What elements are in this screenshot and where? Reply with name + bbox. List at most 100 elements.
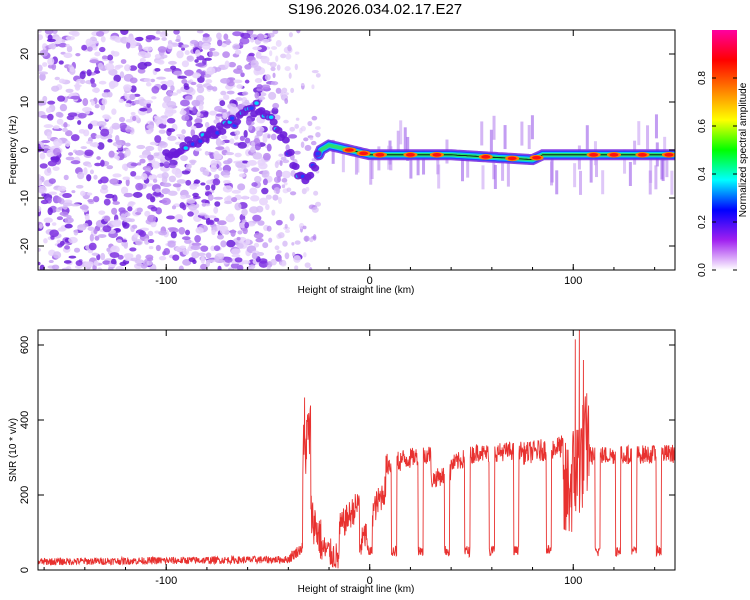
noise-blob [219,100,226,107]
noise-blob [97,234,107,239]
noise-blob [74,84,81,91]
snr-series-line [38,330,675,569]
noise-blob [194,59,199,63]
noise-blob [240,32,251,39]
noise-blob [146,193,153,200]
y-tick-label: -20 [19,238,31,254]
noise-blob [163,96,172,103]
noise-blob [96,30,105,37]
noise-blob [265,194,272,200]
ridge-blob [279,131,288,139]
noise-blob [295,117,300,121]
noise-blob [173,70,183,76]
noise-blob [240,72,245,78]
noise-blob [166,101,177,108]
noise-blob [234,257,243,263]
noise-blob [245,117,252,126]
streak [601,170,605,195]
noise-blob [185,163,192,169]
noise-blob [268,237,273,243]
noise-blob [284,66,291,72]
hot-spot-core [589,153,599,157]
noise-blob [168,159,178,166]
noise-blob [216,32,222,40]
noise-blob [252,214,262,222]
streak [506,162,510,187]
streak [665,153,669,178]
noise-blob [218,225,229,232]
noise-blob [296,30,301,34]
noise-blob [264,74,271,81]
noise-blob [215,146,225,151]
noise-blob [244,79,250,84]
noise-blob [64,217,74,224]
noise-blob [277,176,282,183]
noise-blob [154,135,162,143]
noise-blob [53,138,63,147]
noise-blob [177,75,187,79]
snr-xlabel: Height of straight line (km) [298,584,415,595]
noise-blob [38,30,42,33]
noise-blob [203,74,212,78]
noise-blob [235,97,243,101]
noise-blob [294,265,299,270]
streak [654,165,658,190]
noise-blob [77,120,82,125]
noise-blob [275,55,279,62]
noise-blob [134,175,142,180]
hot-spot-core [664,153,674,157]
noise-blob [116,239,123,243]
noise-blob [175,38,181,42]
noise-blob [239,222,246,229]
y-tick-label: 0 [19,567,31,573]
streak [481,165,485,190]
noise-blob [204,57,212,61]
noise-blob [242,227,248,235]
noise-blob [311,84,315,90]
noise-blob [181,114,190,121]
streak [555,170,559,195]
noise-blob [107,263,116,268]
noise-blob [95,134,101,139]
noise-blob [173,30,180,35]
y-tick-label: 600 [19,336,31,354]
noise-blob [111,108,117,115]
noise-blob [140,173,148,181]
noise-blob [274,245,280,251]
noise-blob [89,233,94,242]
noise-blob [206,66,216,75]
streak [399,120,403,145]
noise-blob [117,254,124,260]
noise-blob [97,142,105,150]
noise-blob [145,34,156,40]
noise-blob [256,130,263,137]
noise-blob [56,216,64,221]
noise-blob [70,203,81,207]
noise-blob [157,59,165,65]
noise-blob [266,264,271,270]
noise-blob [241,160,249,164]
noise-blob [187,211,194,217]
noise-blob [213,174,220,180]
noise-blob [311,206,319,213]
noise-blob [217,265,222,270]
noise-blob [190,125,197,130]
noise-blob [281,177,288,183]
noise-blob [200,182,206,186]
noise-blob [116,64,124,69]
noise-blob [107,138,113,143]
noise-blob [269,50,273,57]
noise-blob [166,128,176,133]
streak [579,170,583,195]
noise-blob [283,119,289,124]
hot-spot-core [432,153,442,157]
noise-blob [103,198,111,206]
noise-blob [225,151,235,156]
noise-blob [129,247,137,252]
noise-blob [97,267,103,270]
streak [403,127,407,152]
noise-blob [191,99,201,107]
noise-blob [39,264,45,270]
noise-blob [294,63,298,71]
noise-blob [256,84,263,90]
